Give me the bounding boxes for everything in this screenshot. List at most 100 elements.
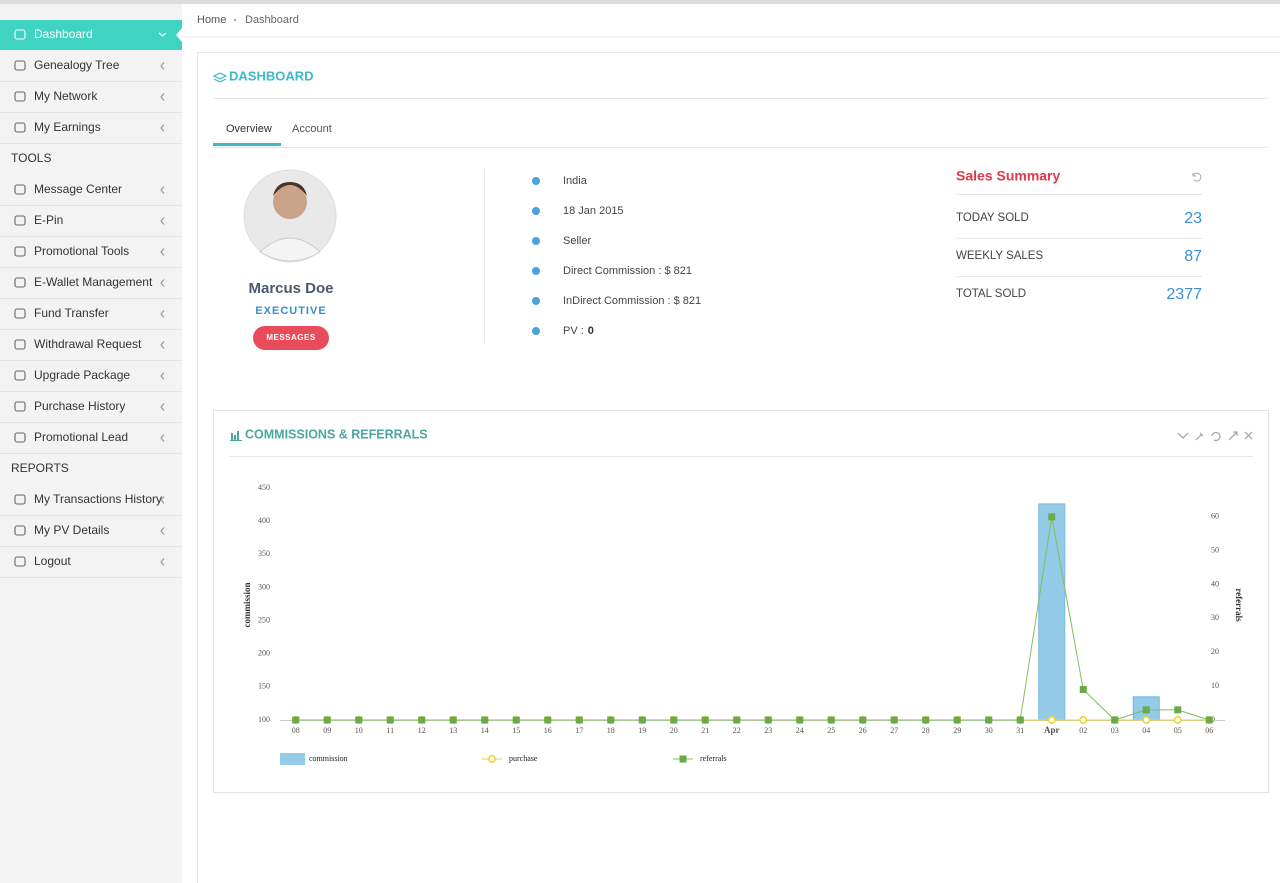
- x-tick-label: 18: [607, 726, 615, 735]
- point: [1174, 706, 1182, 714]
- point: [481, 716, 489, 724]
- point: [418, 716, 426, 724]
- detail-icon: [532, 237, 540, 245]
- x-tick-label: 04: [1142, 726, 1150, 735]
- window-controls[interactable]: [1177, 431, 1253, 442]
- detail-text: PV :: [563, 325, 584, 337]
- chevron: [160, 558, 165, 566]
- sidebar-item[interactable]: E-Pin: [34, 213, 63, 227]
- point: [1111, 716, 1119, 724]
- x-tick-label: 08: [292, 726, 300, 735]
- sidebar-icon: [14, 246, 26, 257]
- sidebar-icon: [14, 494, 26, 505]
- point: [386, 716, 394, 724]
- tab[interactable]: Account: [292, 123, 332, 135]
- point: [1048, 513, 1056, 521]
- sidebar-item[interactable]: Genealogy Tree: [34, 58, 120, 72]
- point: [1047, 716, 1056, 724]
- y2-tick-label: 40: [1211, 579, 1219, 588]
- sidebar-item[interactable]: My PV Details: [34, 523, 109, 537]
- chevron: [160, 217, 165, 225]
- point: [764, 716, 772, 724]
- point: [1142, 706, 1150, 714]
- sidebar-icon: [14, 29, 26, 40]
- legend-swatch: [488, 755, 496, 763]
- x-tick-label: 16: [544, 726, 552, 735]
- sidebar-heading: REPORTS: [11, 461, 69, 475]
- x-tick-label: 11: [386, 726, 394, 735]
- sidebar-icon: [14, 60, 26, 71]
- point: [953, 716, 961, 724]
- point: [355, 716, 363, 724]
- summary-value: 23: [1184, 210, 1202, 227]
- chevron: [160, 124, 165, 132]
- y-tick-label: 200: [258, 649, 270, 658]
- legend-label: referrals: [700, 754, 727, 763]
- x-tick-label: 09: [323, 726, 331, 735]
- refresh-icon[interactable]: [1192, 172, 1202, 182]
- y-axis-label: commission: [242, 583, 252, 628]
- sidebar-item[interactable]: Purchase History: [34, 399, 125, 413]
- point: [890, 716, 898, 724]
- point: [292, 716, 300, 724]
- y-tick-label: 150: [258, 682, 270, 691]
- x-tick-label: 14: [481, 726, 489, 735]
- chevron: [158, 32, 167, 37]
- sidebar-heading: TOOLS: [11, 151, 51, 165]
- y2-tick-label: 10: [1211, 681, 1219, 690]
- x-tick-label: 05: [1174, 726, 1182, 735]
- x-tick-label: 13: [449, 726, 457, 735]
- summary-label: TOTAL SOLD: [956, 288, 1026, 300]
- layers-icon: [212, 72, 228, 83]
- point: [512, 716, 520, 724]
- sidebar-item[interactable]: Promotional Tools: [34, 244, 129, 258]
- chevron: [160, 434, 165, 442]
- sidebar-item[interactable]: Dashboard: [34, 27, 93, 41]
- chart-panel-title: COMMISSIONS & REFERRALS: [245, 427, 428, 441]
- point: [1142, 716, 1151, 724]
- y-tick-label: 100: [258, 715, 270, 724]
- x-tick-label: 20: [670, 726, 678, 735]
- point: [670, 716, 678, 724]
- x-tick-label: 21: [701, 726, 709, 735]
- sidebar-item[interactable]: Withdrawal Request: [34, 337, 142, 351]
- breadcrumb-item[interactable]: Home: [197, 14, 226, 26]
- detail-icon: [532, 207, 540, 215]
- sidebar-icon: [14, 401, 26, 412]
- x-tick-label: 31: [1016, 726, 1024, 735]
- sidebar-item[interactable]: E-Wallet Management: [34, 275, 153, 289]
- detail-text: Seller: [563, 235, 591, 247]
- detail-text: Direct Commission : $ 821: [563, 265, 692, 277]
- sidebar-item[interactable]: Message Center: [34, 182, 122, 196]
- sidebar-item[interactable]: Fund Transfer: [34, 306, 109, 320]
- active-tab-indicator: [213, 143, 281, 146]
- sidebar-icon: [14, 339, 26, 350]
- sidebar-icon: [14, 525, 26, 536]
- chevron: [160, 186, 165, 194]
- sidebar-item[interactable]: Logout: [34, 554, 71, 568]
- sidebar-item[interactable]: My Network: [34, 89, 98, 103]
- point: [1079, 716, 1088, 724]
- sidebar-item[interactable]: My Earnings: [34, 120, 101, 134]
- tab[interactable]: Overview: [226, 123, 272, 135]
- sidebar-icon: [14, 556, 26, 567]
- sidebar-item[interactable]: My Transactions History: [34, 492, 162, 506]
- y2-axis-label: referrals: [1234, 588, 1244, 622]
- legend-label: commission: [309, 754, 348, 763]
- sidebar-item[interactable]: Promotional Lead: [34, 430, 128, 444]
- y2-tick-label: 30: [1211, 613, 1219, 622]
- detail-text: InDirect Commission : $ 821: [563, 295, 701, 307]
- x-tick-label: 12: [418, 726, 426, 735]
- summary-value: 2377: [1166, 286, 1202, 303]
- chart-icon: [230, 431, 242, 441]
- sidebar-item[interactable]: Upgrade Package: [34, 368, 130, 382]
- y-tick-label: 350: [258, 549, 270, 558]
- messages-button[interactable]: [253, 326, 329, 350]
- panel-title: DASHBOARD: [229, 68, 314, 83]
- x-tick-label: 03: [1111, 726, 1119, 735]
- sidebar-icon: [14, 184, 26, 195]
- detail-text: 18 Jan 2015: [563, 205, 624, 217]
- x-tick-label: 02: [1079, 726, 1087, 735]
- profile-role: EXECUTIVE: [255, 305, 326, 317]
- point: [607, 716, 615, 724]
